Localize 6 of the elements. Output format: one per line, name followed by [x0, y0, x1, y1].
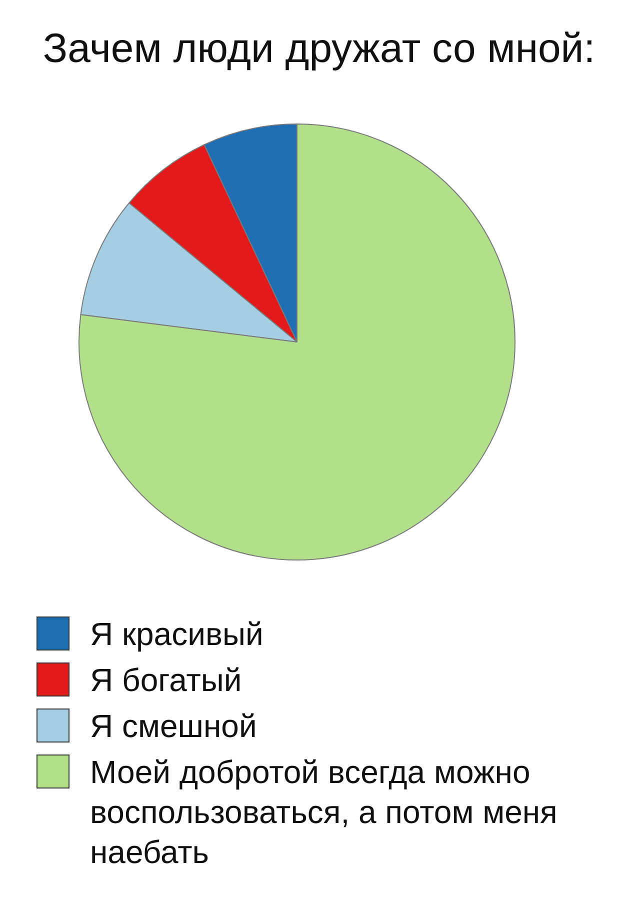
- legend-label: Я богатый: [90, 662, 242, 698]
- legend-label: Моей добротой всегда можно воспользоваться, а потом меня наебать: [90, 754, 558, 870]
- chart-title: Зачем люди дружат со мной:: [42, 25, 596, 71]
- legend-label: Я красивый: [90, 616, 264, 652]
- pie-slice: [78, 124, 516, 560]
- legend-label: Я смешной: [90, 708, 257, 744]
